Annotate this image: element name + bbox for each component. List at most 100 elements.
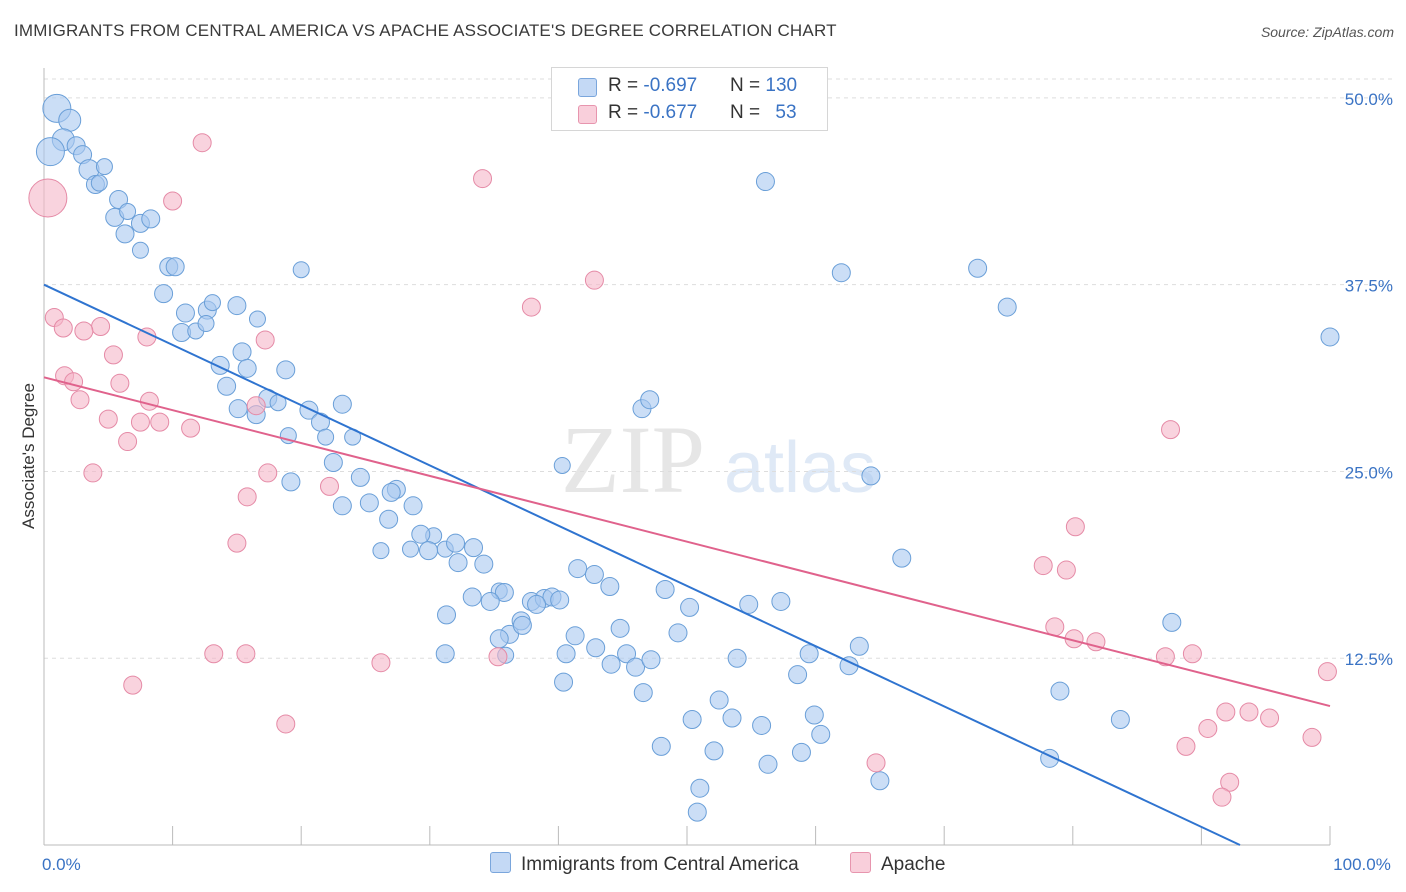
- data-point-immigrants: [527, 594, 547, 614]
- data-point-immigrants: [831, 263, 851, 283]
- data-point-immigrants: [804, 705, 824, 725]
- data-point-immigrants: [791, 742, 811, 762]
- watermark-zip: ZIP: [561, 406, 705, 513]
- data-point-immigrants: [35, 137, 65, 167]
- data-point-immigrants: [755, 172, 775, 192]
- data-point-immigrants: [464, 538, 484, 558]
- y-tick-label: 37.5%: [1345, 277, 1393, 296]
- data-point-immigrants: [680, 597, 700, 617]
- data-point-immigrants: [758, 754, 778, 774]
- data-point-immigrants: [175, 303, 195, 323]
- data-point-immigrants: [554, 672, 574, 692]
- r-stat-apache: R = -0.677: [608, 102, 698, 123]
- data-point-apache: [1216, 702, 1236, 722]
- data-point-immigrants: [752, 715, 772, 735]
- data-point-immigrants: [617, 644, 637, 664]
- trend-line-immigrants: [43, 283, 1241, 846]
- data-point-immigrants: [480, 591, 500, 611]
- data-point-immigrants: [565, 626, 585, 646]
- data-point-apache: [1317, 662, 1337, 682]
- data-point-apache: [1182, 644, 1202, 664]
- y-tick-label: 50.0%: [1345, 90, 1393, 109]
- data-point-immigrants: [281, 472, 301, 492]
- watermark-atlas: atlas: [724, 428, 876, 508]
- data-point-immigrants: [403, 496, 423, 516]
- data-point-immigrants: [95, 158, 113, 176]
- data-point-immigrants: [655, 579, 675, 599]
- legend-item-immigrants[interactable]: Immigrants from Central America: [490, 852, 799, 876]
- data-point-immigrants: [90, 174, 108, 192]
- data-point-immigrants: [379, 509, 399, 529]
- data-point-immigrants: [419, 541, 439, 561]
- data-point-immigrants: [248, 310, 266, 328]
- data-point-apache: [204, 644, 224, 664]
- data-point-apache: [1220, 772, 1240, 792]
- data-point-immigrants: [448, 553, 468, 573]
- data-point-immigrants: [217, 376, 237, 396]
- data-point-immigrants: [870, 771, 890, 791]
- data-point-immigrants: [119, 202, 137, 220]
- r-stat-immigrants: R = -0.697: [608, 75, 698, 96]
- data-point-apache: [319, 476, 339, 496]
- data-point-apache: [74, 321, 94, 341]
- data-point-apache: [1161, 420, 1181, 440]
- data-point-immigrants: [332, 394, 352, 414]
- data-point-immigrants: [228, 399, 248, 419]
- series-legend: Immigrants from Central America Apache: [0, 852, 1406, 878]
- data-point-immigrants: [641, 650, 661, 670]
- data-point-immigrants: [586, 638, 606, 658]
- legend-swatch-immigrants: [578, 78, 597, 97]
- data-point-apache: [473, 169, 493, 189]
- data-point-immigrants: [437, 605, 457, 625]
- stats-legend: R = -0.697 N = 130 R = -0.677 N = 53: [551, 67, 828, 131]
- data-point-immigrants: [739, 594, 759, 614]
- data-point-immigrants: [690, 778, 710, 798]
- data-point-apache: [866, 753, 886, 773]
- data-point-immigrants: [276, 360, 296, 380]
- data-point-apache: [91, 317, 111, 337]
- data-point-apache: [70, 390, 90, 410]
- data-point-immigrants: [446, 533, 466, 553]
- data-point-apache: [130, 412, 150, 432]
- data-point-immigrants: [799, 644, 819, 664]
- data-point-immigrants: [1162, 612, 1182, 632]
- data-point-immigrants: [640, 390, 660, 410]
- data-point-apache: [181, 418, 201, 438]
- data-point-immigrants: [489, 629, 509, 649]
- data-point-immigrants: [203, 294, 221, 312]
- data-point-apache: [150, 412, 170, 432]
- data-point-immigrants: [682, 709, 702, 729]
- data-point-apache: [258, 463, 278, 483]
- data-point-immigrants: [687, 802, 707, 822]
- legend-swatch-apache-bottom: [850, 852, 871, 873]
- data-point-apache: [28, 178, 68, 218]
- data-point-immigrants: [633, 683, 653, 703]
- data-point-immigrants: [788, 665, 808, 685]
- chart-title: IMMIGRANTS FROM CENTRAL AMERICA VS APACH…: [14, 21, 837, 40]
- legend-swatch-immigrants-bottom: [490, 852, 511, 873]
- data-point-apache: [192, 133, 212, 153]
- data-point-immigrants: [227, 296, 247, 316]
- n-stat-apache: N = 53: [730, 102, 797, 123]
- n-stat-immigrants: N = 130: [730, 75, 798, 96]
- data-point-immigrants: [332, 496, 352, 516]
- data-point-immigrants: [626, 657, 646, 677]
- data-point-apache: [1033, 556, 1053, 576]
- data-point-apache: [1198, 718, 1218, 738]
- data-point-immigrants: [402, 540, 420, 558]
- data-point-apache: [53, 318, 73, 338]
- data-point-apache: [246, 396, 266, 416]
- legend-item-apache[interactable]: Apache: [850, 852, 945, 876]
- data-point-immigrants: [154, 284, 174, 304]
- data-point-immigrants: [668, 623, 688, 643]
- data-point-immigrants: [58, 108, 82, 132]
- data-point-immigrants: [727, 648, 747, 668]
- data-point-immigrants: [861, 466, 881, 486]
- data-point-immigrants: [512, 615, 532, 635]
- data-point-immigrants: [600, 576, 620, 596]
- data-point-apache: [110, 373, 130, 393]
- data-point-immigrants: [292, 261, 310, 279]
- data-point-immigrants: [317, 428, 335, 446]
- data-point-apache: [103, 345, 123, 365]
- data-point-apache: [123, 675, 143, 695]
